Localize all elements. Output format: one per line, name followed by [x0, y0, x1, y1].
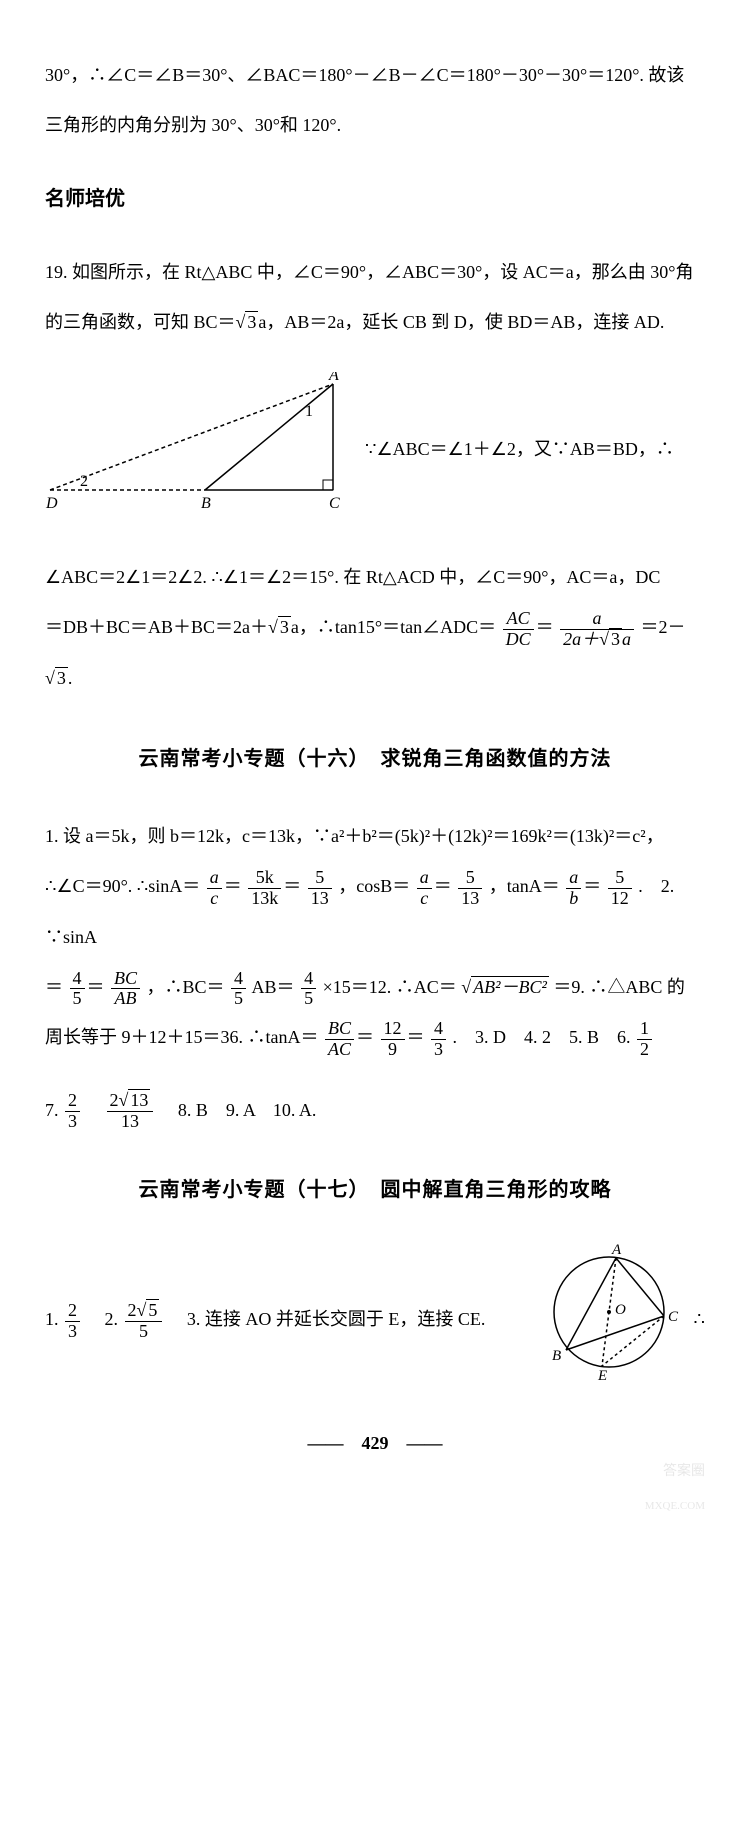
q19-line4-b: a，∴tan15°＝tan∠ADC＝ [291, 617, 496, 637]
sqrt3-2: 3 [268, 602, 291, 652]
q19-line2-prefix: 的三角函数，可知 BC＝ [45, 312, 236, 332]
s16-q1-a: 1. 设 a＝5k，则 b＝12k，c＝13k，∵a²＋b²＝(5k)²＋(12… [45, 826, 664, 846]
frac-4-3: 43 [431, 1019, 446, 1060]
s16-q1-b: ∴∠C＝90°. ∴sinA＝ [45, 876, 200, 896]
heading-mingshi: 名师培优 [45, 175, 705, 223]
s17-row: 1. 23 2. 255 3. 连接 AO 并延长交圆于 E，连接 CE. AB… [45, 1242, 705, 1398]
frac-5k-13k: 5k13k [248, 868, 281, 909]
circle-svg: A B C E O [534, 1242, 684, 1382]
frac-ac-dc: ACDC [503, 609, 534, 650]
frac-bc-ab: BCAB [111, 969, 140, 1010]
q19-continuation: ∠ABC＝2∠1＝2∠2. ∴∠1＝∠2＝15°. 在 Rt△ACD 中，∠C＝… [45, 552, 705, 703]
frac-5-13b: 513 [458, 868, 482, 909]
sqrt3-3: 3 [45, 653, 68, 703]
section16-title: 云南常考小专题（十六） 求锐角三角函数值的方法 [45, 735, 705, 783]
q19-line1: 19. 如图所示，在 Rt△ABC 中，∠C＝90°，∠ABC＝30°，设 AC… [45, 262, 693, 282]
frac-4-5b: 45 [231, 969, 246, 1010]
q19-figure-row: A B C D 1 2 ∵∠ABC＝∠1＋∠2，又∵AB＝BD，∴ [45, 372, 705, 528]
svg-text:O: O [615, 1302, 626, 1318]
q19-line3: ∠ABC＝2∠1＝2∠2. ∴∠1＝∠2＝15°. 在 Rt△ACD 中，∠C＝… [45, 567, 660, 587]
svg-text:B: B [552, 1348, 561, 1364]
intro-paragraph: 30°，∴∠C＝∠B＝30°、∠BAC＝180°－∠B－∠C＝180°－30°－… [45, 50, 705, 151]
frac-a-b: ab [566, 868, 581, 909]
watermark: 答案圈MXQE.COM [45, 1455, 705, 1522]
svg-text:E: E [597, 1368, 607, 1382]
s16-q1: 1. 设 a＝5k，则 b＝12k，c＝13k，∵a²＋b²＝(5k)²＋(12… [45, 811, 705, 1063]
frac-1-2: 12 [637, 1019, 652, 1060]
intro-line-1: 30°，∴∠C＝∠B＝30°、∠BAC＝180°－∠B－∠C＝180°－30°－… [45, 65, 684, 85]
frac-2-3b: 23 [65, 1301, 80, 1342]
circle-figure: A B C E O [534, 1242, 684, 1398]
q19-line5: . [68, 668, 73, 688]
sqrt-abbc: AB²－BC² [461, 962, 549, 1012]
q19-line2-suffix: a，AB＝2a，延长 CB 到 D，使 BD＝AB，连接 AD. [258, 312, 664, 332]
triangle-svg: A B C D 1 2 [45, 372, 345, 512]
frac-2-3: 23 [65, 1091, 80, 1132]
frac-2r5-5: 255 [125, 1301, 163, 1342]
q19-text: 19. 如图所示，在 Rt△ABC 中，∠C＝90°，∠ABC＝30°，设 AC… [45, 247, 705, 348]
svg-text:B: B [201, 495, 211, 512]
frac-2r13-13: 21313 [107, 1091, 154, 1132]
frac-5-13: 513 [308, 868, 332, 909]
sqrt3-1: 3 [236, 297, 259, 347]
frac-12-9: 129 [381, 1019, 405, 1060]
s16-q7-row: 7. 23 21313 8. B 9. A 10. A. [45, 1087, 705, 1134]
frac-4-5: 45 [70, 969, 85, 1010]
q19-line4-a: ＝DB＋BC＝AB＋BC＝2a＋ [45, 617, 268, 637]
triangle-figure: A B C D 1 2 [45, 372, 345, 528]
svg-text:A: A [611, 1242, 622, 1258]
page-number: 429 [362, 1433, 389, 1453]
section17-title: 云南常考小专题（十七） 圆中解直角三角形的攻略 [45, 1166, 705, 1214]
svg-text:D: D [45, 495, 58, 512]
svg-text:1: 1 [305, 403, 313, 420]
frac-5-12: 512 [608, 868, 632, 909]
q19-line4-c: ＝2－ [641, 617, 686, 637]
frac-4-5c: 45 [301, 969, 316, 1010]
q19-side-text: ∵∠ABC＝∠1＋∠2，又∵AB＝BD，∴ [365, 430, 705, 470]
frac-a-c: ac [207, 868, 222, 909]
svg-text:A: A [328, 372, 339, 384]
svg-text:2: 2 [80, 473, 88, 490]
frac-bc-ac: BCAC [325, 1019, 354, 1060]
intro-line-2: 三角形的内角分别为 30°、30°和 120°. [45, 115, 341, 135]
svg-text:C: C [329, 495, 340, 512]
frac-a-2a: a2a＋3a [560, 609, 634, 650]
frac-a-c2: ac [417, 868, 432, 909]
svg-text:C: C [668, 1309, 679, 1325]
